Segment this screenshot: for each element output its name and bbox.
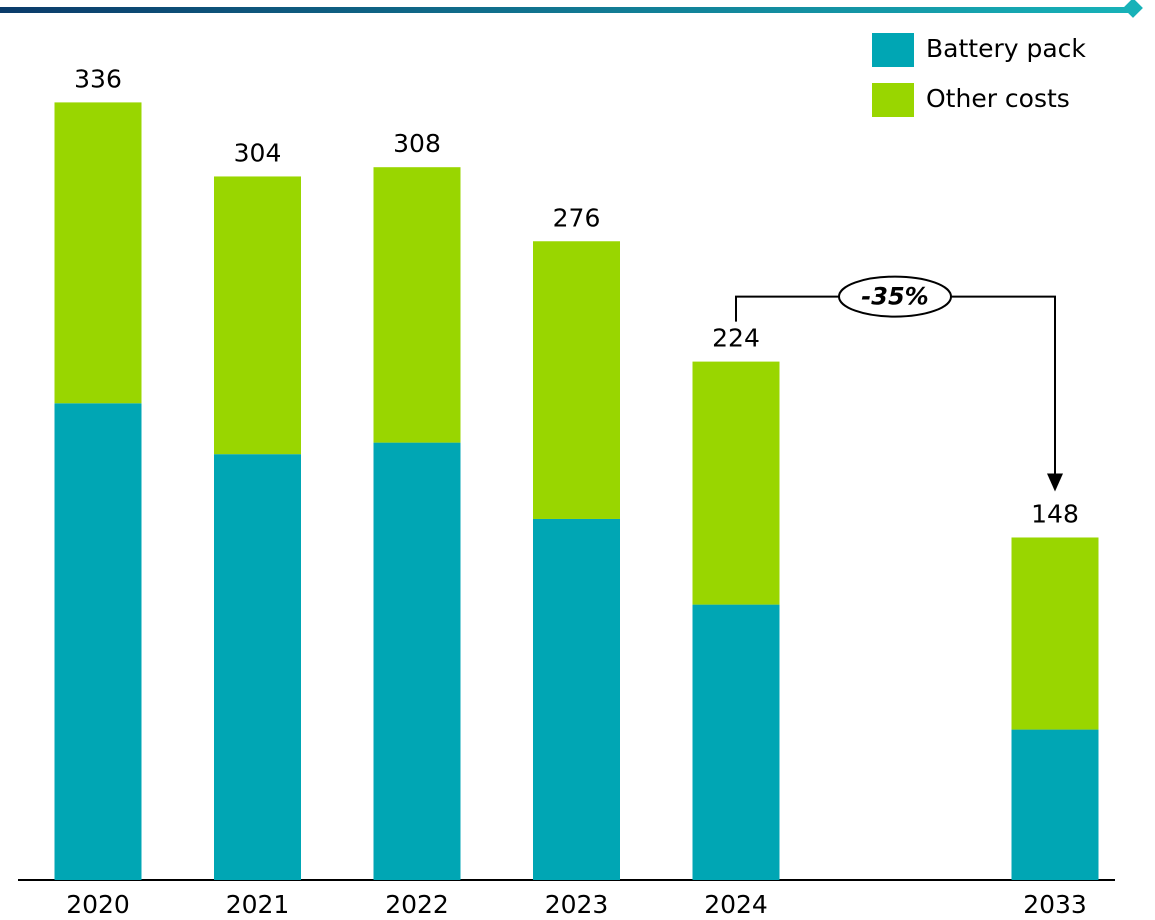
x-tick-label: 2022 (385, 890, 449, 919)
bar-segment (54, 403, 142, 880)
bar-segment (1011, 729, 1099, 880)
annotation-text: -35% (861, 283, 928, 311)
header-diamond (1123, 0, 1143, 18)
bar-segment (692, 604, 780, 880)
x-tick-label: 2021 (226, 890, 290, 919)
x-tick-label: 2023 (545, 890, 609, 919)
bar-segment (373, 167, 461, 443)
x-tick-label: 2033 (1023, 890, 1087, 919)
bar-segment (214, 454, 301, 880)
bar-segment (54, 102, 142, 404)
annotation-bracket (735, 295, 1056, 476)
data-label: 276 (553, 203, 601, 232)
legend-swatch (872, 83, 914, 117)
legend-label: Other costs (926, 84, 1070, 113)
data-label: 336 (74, 64, 122, 93)
x-tick-label: 2024 (704, 890, 768, 919)
x-tick-label: 2020 (66, 890, 130, 919)
data-label: 224 (712, 324, 760, 353)
bar-segment (214, 176, 301, 455)
annotation-arrowhead (1047, 473, 1063, 492)
bar-segment (1011, 537, 1099, 730)
bar-segment (373, 442, 461, 880)
data-label: 148 (1031, 499, 1079, 528)
legend-label: Battery pack (926, 34, 1086, 63)
legend-swatch (872, 33, 914, 67)
header-rule (0, 7, 1132, 13)
bar-segment (533, 518, 620, 880)
data-label: 304 (234, 138, 282, 167)
bar-segment (692, 361, 780, 605)
annotation-bubble (838, 275, 952, 318)
data-label: 308 (393, 129, 441, 158)
bar-segment (533, 241, 620, 519)
